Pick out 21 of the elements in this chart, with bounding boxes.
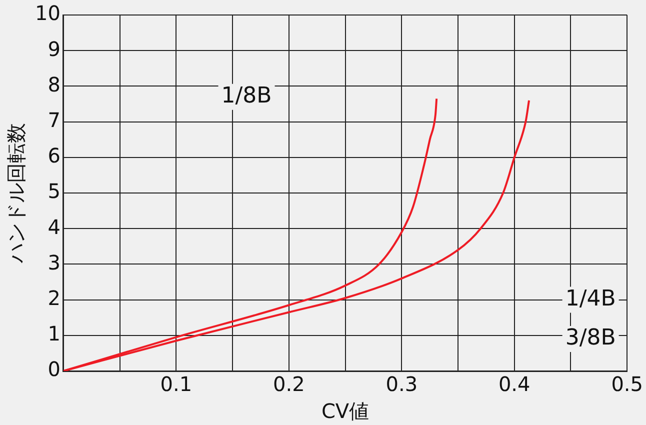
x-tick-label: 0.2 (273, 372, 305, 396)
annotation: 3/8B (565, 326, 616, 351)
y-tick-label: 6 (48, 144, 60, 168)
x-axis-title: CV値 (321, 399, 370, 424)
annotation: 1/4B (565, 286, 616, 312)
y-tick-label: 7 (48, 108, 60, 132)
x-tick-label: 0.3 (386, 372, 418, 396)
y-tick-label: 2 (48, 286, 60, 310)
annotation: 1/8B (221, 84, 272, 109)
x-tick-label: 0.1 (160, 372, 192, 396)
y-tick-label: 4 (48, 214, 60, 239)
y-tick-label: 8 (48, 72, 60, 96)
x-tick-label: 0.5 (611, 372, 644, 396)
y-tick-label: 9 (48, 36, 60, 61)
y-tick-label: 5 (48, 179, 60, 204)
y-tick-label: 3 (48, 250, 60, 274)
y-tick-label: 10 (34, 1, 60, 26)
y-tick-label: 0 (48, 357, 60, 382)
y-tick-label: 1 (48, 322, 60, 346)
y-axis-title: ハンドル回転数 (4, 123, 28, 264)
x-tick-label: 0.4 (498, 372, 530, 396)
